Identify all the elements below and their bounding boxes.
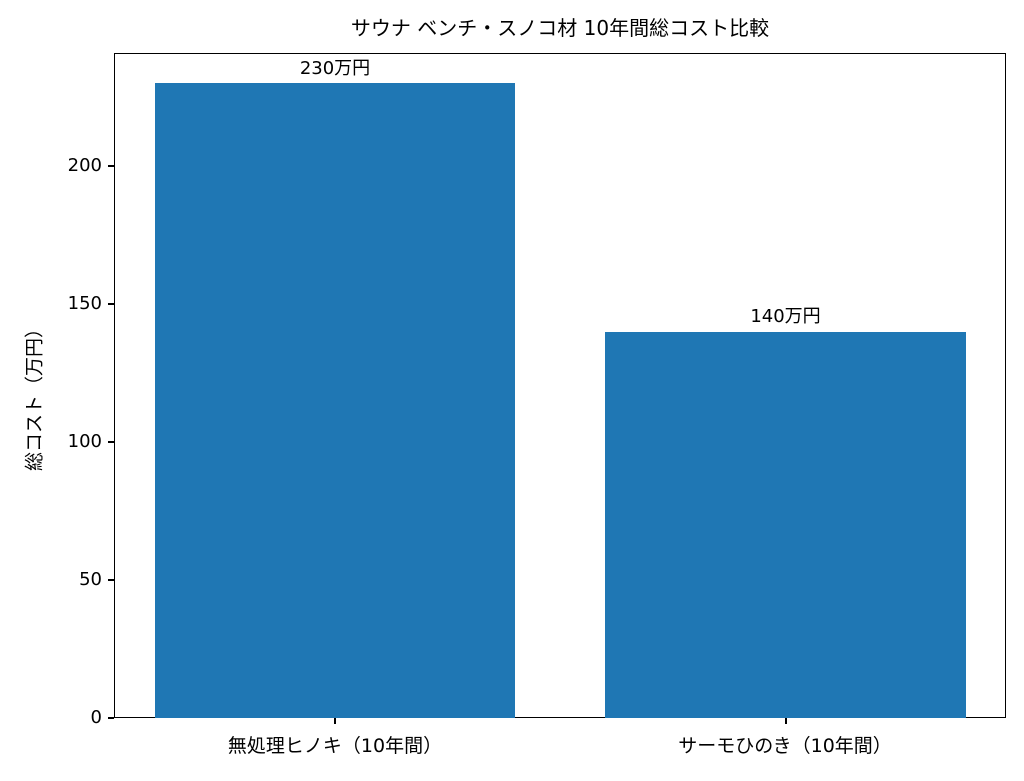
x-tick [334, 718, 336, 724]
y-tick [108, 303, 114, 305]
y-tick [108, 717, 114, 719]
bar-value-label: 230万円 [299, 58, 371, 79]
x-tick-label: 無処理ヒノキ（10年間） [227, 735, 443, 757]
y-tick [108, 165, 114, 167]
x-tick [785, 718, 787, 724]
y-tick-label: 50 [79, 569, 102, 590]
bar-thermo-hinoki [605, 332, 966, 718]
y-tick-label: 100 [67, 431, 102, 452]
x-tick-label: サーモひのき（10年間） [678, 735, 892, 757]
bar-untreated-hinoki [155, 83, 515, 718]
bar-value-label: 140万円 [750, 306, 821, 327]
y-tick [108, 579, 114, 581]
y-tick-label: 0 [90, 707, 102, 728]
plot-area [114, 53, 1006, 718]
y-tick-label: 200 [67, 155, 102, 176]
chart-title: サウナ ベンチ・スノコ材 10年間総コスト比較 [350, 16, 770, 40]
y-tick-label: 150 [67, 293, 102, 314]
y-tick [108, 441, 114, 443]
